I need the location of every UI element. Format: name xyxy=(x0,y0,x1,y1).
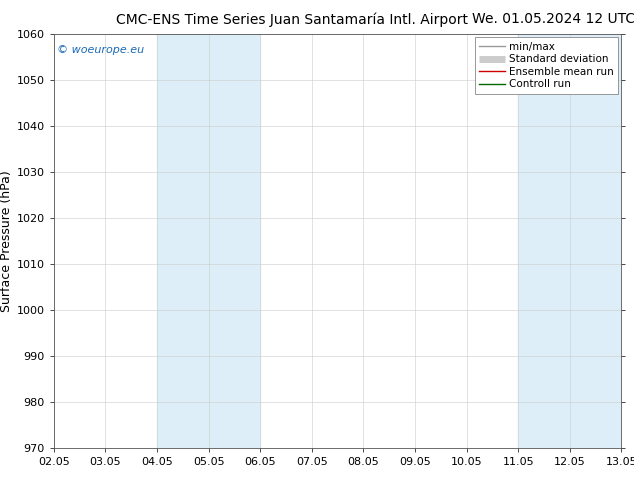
Text: © woeurope.eu: © woeurope.eu xyxy=(56,45,144,55)
Legend: min/max, Standard deviation, Ensemble mean run, Controll run: min/max, Standard deviation, Ensemble me… xyxy=(475,37,618,94)
Y-axis label: Surface Pressure (hPa): Surface Pressure (hPa) xyxy=(0,171,13,312)
Text: We. 01.05.2024 12 UTC: We. 01.05.2024 12 UTC xyxy=(472,12,634,26)
Bar xyxy=(157,34,260,448)
Text: CMC-ENS Time Series Juan Santamaría Intl. Airport: CMC-ENS Time Series Juan Santamaría Intl… xyxy=(116,12,469,27)
Bar xyxy=(518,34,621,448)
